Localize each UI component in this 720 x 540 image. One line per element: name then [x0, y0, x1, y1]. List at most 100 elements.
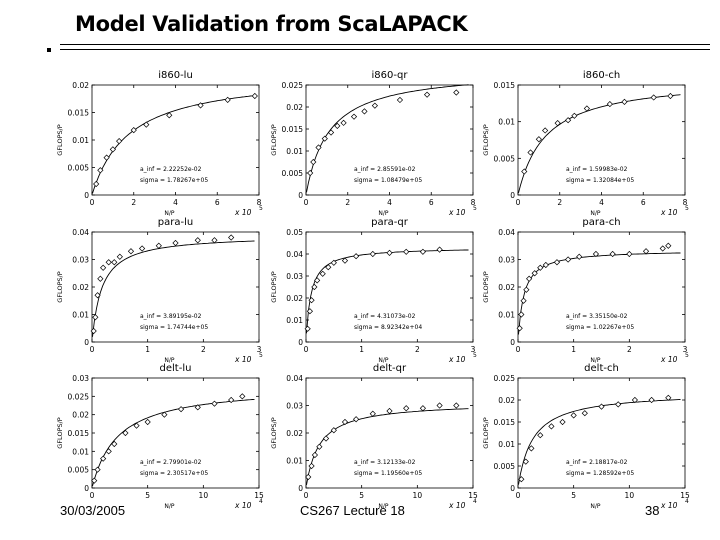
- chart-para-lu-fit-curve: [92, 240, 255, 337]
- chart-para-ch-ytick-label: 0.02: [498, 283, 515, 292]
- chart-para-qr-annotation-0: a_inf = 4.31073e-02: [354, 313, 416, 320]
- chart-para-ch-fit-curve: [518, 252, 681, 335]
- chart-delt-ch-data-point: [548, 423, 555, 430]
- chart-para-ch-xtick-label: 2: [627, 345, 632, 354]
- chart-para-ch-ytick-label: 0.01: [498, 311, 515, 320]
- chart-para-ch-data-point: [531, 270, 538, 277]
- chart-delt-qr-data-point: [436, 402, 443, 409]
- chart-para-ch-data-point: [565, 256, 572, 263]
- chart-i860-qr-xtick-label: 2: [345, 198, 350, 207]
- chart-delt-qr-data-point: [386, 407, 393, 415]
- chart-para-qr-data-point: [304, 325, 311, 332]
- chart-i860-qr-ylabel: GFLOPS/P: [270, 124, 278, 156]
- chart-delt-qr-ytick-label: 0.04: [286, 374, 303, 383]
- chart-i860-qr-data-point: [315, 144, 322, 151]
- chart-para-qr-data-point: [436, 246, 443, 253]
- chart-para-lu-data-point: [105, 259, 112, 266]
- chart-i860-lu-data-point: [143, 121, 150, 128]
- chart-i860-ch-data-point: [554, 120, 561, 127]
- chart-para-lu-data-point: [211, 237, 218, 244]
- chart-i860-ch-data-point: [583, 105, 590, 112]
- chart-delt-qr-xlabel: N/P: [378, 503, 389, 510]
- chart-delt-qr-data-point: [330, 427, 337, 434]
- chart-delt-lu-data-point: [144, 418, 151, 426]
- chart-i860-ch-data-point: [527, 149, 534, 156]
- chart-delt-ch-title: delt-ch: [584, 363, 619, 374]
- chart-i860-lu-data-point: [97, 167, 104, 174]
- chart-para-qr-ytick-label: 0.05: [286, 228, 303, 237]
- chart-para-qr-ytick-label: 0.02: [286, 294, 303, 303]
- bullet-marker: [47, 48, 51, 52]
- chart-delt-lu-ytick-label: 0.02: [72, 411, 89, 420]
- chart-delt-qr-xtick-label: 15: [468, 491, 478, 500]
- chart-i860-lu-ytick-label: 0.02: [72, 81, 89, 90]
- chart-i860-qr-xtick-label: 4: [387, 198, 392, 207]
- chart-i860-ch-data-point: [565, 117, 572, 124]
- chart-i860-qr-title: i860-qr: [372, 70, 409, 81]
- chart-i860-ch-data-point: [606, 100, 613, 108]
- chart-i860-lu-data-point: [109, 146, 116, 153]
- chart-para-ch-data-point: [659, 245, 666, 252]
- chart-para-ch-data-point: [592, 250, 600, 258]
- chart-para-ch-data-point: [542, 261, 549, 269]
- chart-i860-qr-data-point: [361, 108, 368, 115]
- chart-para-lu-data-point: [228, 234, 235, 241]
- chart-i860-lu-ytick-label: 0.01: [72, 136, 89, 145]
- chart-i860-lu-xtick-label: 2: [131, 198, 136, 207]
- chart-delt-lu-ytick-label: 0.03: [72, 374, 89, 383]
- chart-para-qr-x-multiplier: x 10: [448, 355, 466, 364]
- chart-delt-lu-data-point: [100, 455, 107, 462]
- chart-i860-qr-x-exponent: 5: [473, 205, 477, 212]
- chart-i860-ch-xtick-label: 0: [516, 198, 521, 207]
- chart-para-qr-xtick-label: 0: [304, 345, 309, 354]
- chart-para-qr-annotation-1: sigma = 8.92342e+04: [354, 324, 422, 331]
- chart-para-lu-data-point: [90, 327, 97, 335]
- title-rule: [60, 44, 710, 45]
- chart-i860-qr-ytick-label: 0.015: [282, 125, 304, 134]
- chart-i860-ch-xtick-label: 4: [599, 198, 604, 207]
- chart-i860-ch-x-multiplier: x 10: [660, 208, 678, 217]
- chart-i860-lu-ylabel: GFLOPS/P: [56, 124, 64, 156]
- chart-delt-qr-x-exponent: 4: [473, 498, 477, 505]
- chart-i860-qr-ytick-label: 0.02: [286, 103, 303, 112]
- chart-para-qr-xlabel: N/P: [378, 357, 389, 364]
- chart-delt-lu-ytick-label: 0.015: [68, 429, 90, 438]
- chart-delt-qr-ytick-label: 0: [298, 484, 303, 493]
- chart-delt-lu-xtick-label: 15: [254, 491, 264, 500]
- chart-delt-ch-data-point: [598, 403, 605, 410]
- chart-para-qr-data-point: [314, 277, 321, 284]
- chart-delt-qr-data-point: [453, 402, 460, 409]
- chart-para-qr-data-point: [353, 253, 360, 260]
- chart-para-qr-fit-curve: [306, 249, 469, 334]
- chart-para-ch-xtick-label: 3: [683, 345, 688, 354]
- chart-para-lu-ytick-label: 0: [84, 338, 89, 347]
- chart-delt-lu-annotation-0: a_inf = 2.79901e-02: [140, 459, 202, 466]
- chart-para-ch-data-point: [553, 259, 561, 266]
- chart-delt-qr-data-point: [403, 405, 410, 412]
- chart-delt-lu-x-multiplier: x 10: [234, 501, 252, 510]
- chart-para-qr-data-point: [386, 249, 393, 256]
- chart-i860-lu-x-multiplier: x 10: [234, 208, 252, 217]
- chart-i860-lu-xtick-label: 6: [215, 198, 220, 207]
- chart-delt-qr-data-point: [419, 405, 426, 412]
- chart-i860-ch-ylabel: GFLOPS/P: [482, 124, 490, 156]
- chart-para-ch-data-point: [609, 250, 616, 258]
- chart-delt-ch-ytick-label: 0.015: [494, 418, 516, 427]
- chart-delt-lu-title: delt-lu: [160, 363, 192, 374]
- chart-para-qr-ytick-label: 0.04: [286, 250, 303, 259]
- chart-para-lu-ytick-label: 0.03: [72, 256, 89, 265]
- chart-para-lu-data-point: [111, 259, 118, 266]
- chart-i860-lu-xlabel: N/P: [164, 210, 175, 217]
- chart-delt-lu-xtick-label: 5: [145, 491, 150, 500]
- chart-delt-lu-xtick-label: 0: [90, 491, 95, 500]
- chart-para-qr-data-point: [330, 259, 337, 266]
- chart-delt-lu-data-point: [105, 448, 112, 455]
- chart-delt-qr-ytick-label: 0.01: [286, 457, 303, 466]
- chart-delt-ch-x-multiplier: x 10: [660, 501, 678, 510]
- chart-delt-lu-fit-curve: [92, 398, 255, 487]
- chart-para-ch-ytick-label: 0.04: [498, 228, 515, 237]
- chart-i860-ch-xlabel: N/P: [590, 210, 601, 217]
- chart-delt-qr-xtick-label: 0: [304, 491, 309, 500]
- chart-i860-lu-xtick-label: 8: [257, 198, 262, 207]
